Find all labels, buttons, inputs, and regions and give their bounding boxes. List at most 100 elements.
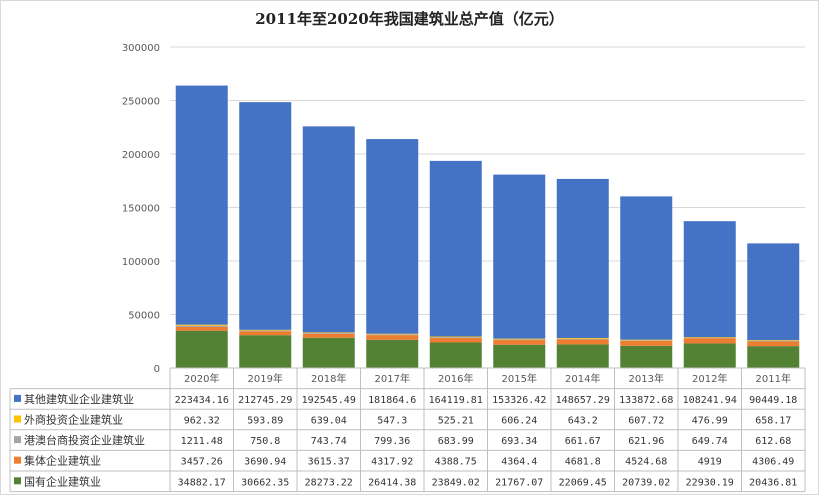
- x-category-label: 2018年: [311, 372, 346, 385]
- data-table-cell: 643.2: [568, 416, 598, 427]
- x-category-label: 2013年: [629, 372, 664, 385]
- bar-segment: [175, 325, 228, 327]
- bar-segment: [366, 339, 419, 368]
- x-category-label: 2017年: [375, 372, 410, 385]
- data-table-cell: 649.74: [692, 436, 728, 447]
- data-table-cell: 164119.81: [429, 395, 483, 406]
- bar-segment: [175, 326, 228, 331]
- data-table-cell: 23849.02: [432, 477, 480, 488]
- bar-segment: [493, 174, 546, 339]
- bar-segment: [175, 330, 228, 368]
- x-category-label: 2019年: [248, 372, 283, 385]
- data-table-cell: 525.21: [438, 416, 474, 427]
- x-category-label: 2015年: [502, 372, 537, 385]
- bar-segment: [366, 335, 419, 340]
- y-tick-label: 300000: [122, 43, 160, 54]
- bar-segment: [747, 346, 800, 368]
- data-table-cell: 133872.68: [619, 395, 673, 406]
- legend-label: 国有企业建筑业: [24, 474, 101, 488]
- data-table-cell: 547.3: [377, 416, 407, 427]
- data-table-cell: 20739.02: [622, 477, 670, 488]
- data-table-cell: 181864.6: [368, 395, 416, 406]
- y-tick-label: 200000: [122, 150, 160, 161]
- data-table-cell: 621.96: [628, 436, 664, 447]
- legend-label: 其他建筑业企业建筑业: [24, 392, 134, 406]
- bar-segment: [493, 340, 546, 345]
- bar-segment: [429, 160, 482, 337]
- bar-segment: [683, 343, 736, 368]
- data-table-cell: 743.74: [311, 436, 347, 447]
- data-table-cell: 476.99: [692, 416, 728, 427]
- y-tick-label: 0: [154, 364, 160, 375]
- y-tick-label: 250000: [122, 97, 160, 108]
- data-table-cell: 20436.81: [749, 477, 797, 488]
- x-category-label: 2012年: [692, 372, 727, 385]
- data-table-cell: 4524.68: [625, 457, 667, 468]
- data-table-cell: 683.99: [438, 436, 474, 447]
- data-table-cell: 4681.8: [565, 457, 601, 468]
- bar-segment: [620, 339, 673, 341]
- bar-segment: [747, 340, 800, 342]
- bar-segment: [683, 338, 736, 344]
- data-table-cell: 4317.92: [371, 457, 413, 468]
- data-table-cell: 3615.37: [308, 457, 350, 468]
- legend-swatch: [14, 436, 21, 444]
- x-category-label: 2020年: [184, 372, 219, 385]
- bar-segment: [239, 102, 292, 330]
- data-table-cell: 3690.94: [244, 457, 286, 468]
- legend-swatch: [14, 456, 21, 464]
- bar-segment: [747, 341, 800, 347]
- x-category-label: 2011年: [756, 372, 791, 385]
- legend-label: 集体企业建筑业: [24, 454, 101, 468]
- data-table-cell: 21767.07: [495, 477, 543, 488]
- y-tick-label: 50000: [128, 311, 160, 322]
- bar-segment: [429, 337, 482, 343]
- data-table-cell: 223434.16: [175, 395, 229, 406]
- legend-label: 港澳台商投资企业建筑业: [24, 433, 145, 447]
- data-table-cell: 30662.35: [241, 477, 289, 488]
- bar-segment: [747, 340, 800, 341]
- data-table-cell: 750.8: [250, 436, 280, 447]
- bar-segment: [366, 334, 419, 336]
- bar-segment: [302, 126, 355, 333]
- bar-segment: [493, 338, 546, 340]
- data-table-cell: 693.34: [501, 436, 537, 447]
- data-table-cell: 4364.4: [501, 457, 537, 468]
- bar-segment: [556, 178, 609, 338]
- data-table-cell: 153326.42: [492, 395, 546, 406]
- bar-segment: [366, 139, 419, 334]
- y-tick-label: 150000: [122, 204, 160, 215]
- data-table-cell: 22069.45: [559, 477, 607, 488]
- bar-segment: [366, 333, 419, 335]
- data-table-cell: 4388.75: [435, 457, 477, 468]
- data-table-cell: 4919: [698, 457, 722, 468]
- data-table-cell: 108241.94: [683, 395, 737, 406]
- data-table-cell: 962.32: [184, 416, 220, 427]
- data-table-cell: 606.24: [501, 416, 537, 427]
- bar-segment: [556, 339, 609, 345]
- bar-segment: [493, 339, 546, 341]
- data-table-cell: 3457.26: [181, 457, 223, 468]
- bar-segment: [175, 324, 228, 326]
- data-table-cell: 1211.48: [181, 436, 223, 447]
- legend-label: 外商投资企业建筑业: [24, 413, 123, 427]
- data-table-cell: 639.04: [311, 416, 347, 427]
- data-table-cell: 4306.49: [752, 457, 794, 468]
- bar-segment: [302, 333, 355, 338]
- x-category-label: 2016年: [438, 372, 473, 385]
- data-table-cell: 607.72: [628, 416, 664, 427]
- bar-segment: [302, 333, 355, 334]
- bar-segment: [302, 337, 355, 368]
- bar-segment: [429, 337, 482, 338]
- bar-segment: [239, 329, 292, 331]
- x-category-label: 2014年: [565, 372, 600, 385]
- data-table-cell: 612.68: [755, 436, 791, 447]
- bar-segment: [556, 344, 609, 368]
- data-table-cell: 28273.22: [305, 477, 353, 488]
- bar-segment: [620, 340, 673, 346]
- bar-segment: [493, 344, 546, 368]
- data-table-cell: 192545.49: [302, 395, 356, 406]
- data-table-cell: 212745.29: [238, 395, 292, 406]
- bar-segment: [239, 330, 292, 332]
